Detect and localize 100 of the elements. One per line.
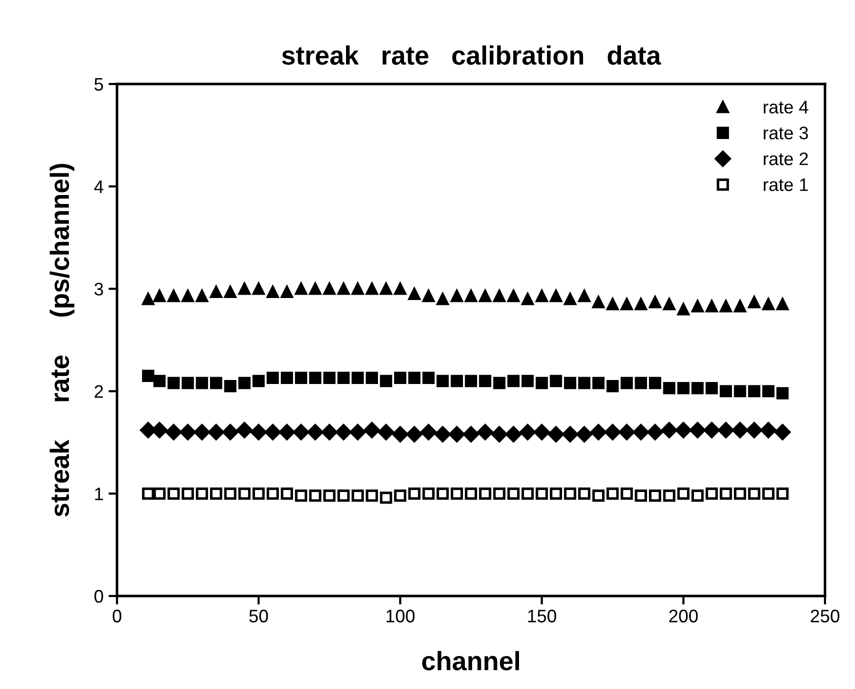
point — [278, 424, 296, 440]
y-tick-label: 4 — [94, 180, 104, 193]
point — [294, 490, 308, 502]
x-tick-label: 250 — [810, 610, 840, 622]
point — [748, 385, 760, 398]
point — [210, 286, 222, 298]
point — [762, 487, 774, 500]
y-tick-label: 1 — [95, 488, 103, 500]
point — [142, 487, 154, 500]
point — [507, 290, 520, 302]
point — [479, 290, 492, 302]
point — [194, 424, 210, 440]
point — [677, 382, 690, 394]
point — [394, 490, 406, 502]
point — [606, 380, 619, 392]
point — [648, 490, 662, 502]
point — [491, 426, 508, 442]
point — [321, 424, 338, 440]
point — [323, 490, 336, 502]
point — [634, 376, 648, 390]
point — [706, 487, 718, 500]
y-tick-label: 5 — [94, 78, 104, 91]
point — [266, 286, 279, 298]
point — [564, 292, 576, 306]
point — [208, 424, 224, 440]
point — [294, 282, 308, 295]
point — [464, 487, 478, 500]
point — [335, 424, 352, 440]
point — [762, 298, 774, 310]
point — [180, 424, 196, 440]
point — [222, 424, 238, 440]
point — [464, 290, 478, 302]
legend-label: rate 4 — [764, 100, 808, 114]
point — [507, 374, 520, 388]
point — [266, 487, 279, 500]
point — [493, 376, 506, 390]
point — [366, 490, 378, 502]
point — [634, 298, 648, 310]
point — [578, 487, 590, 500]
point — [168, 376, 180, 390]
point — [264, 424, 281, 440]
point — [352, 372, 364, 384]
point — [280, 286, 294, 298]
point — [182, 376, 194, 390]
point — [280, 372, 294, 384]
point — [436, 292, 449, 306]
point — [677, 303, 690, 316]
point — [661, 422, 678, 438]
point — [307, 424, 324, 440]
point — [720, 385, 732, 398]
point — [604, 424, 621, 440]
y-axis-title: streak rate (ps/channel) — [50, 164, 74, 517]
point — [663, 382, 676, 394]
point — [663, 490, 676, 502]
point — [142, 292, 154, 306]
point — [592, 296, 605, 308]
point — [252, 374, 265, 388]
point — [620, 298, 633, 310]
point — [564, 376, 576, 390]
legend-label: rate 1 — [764, 178, 808, 192]
point — [408, 288, 420, 300]
point — [462, 426, 480, 442]
point — [422, 290, 435, 302]
point — [182, 487, 194, 500]
y-tick-label: 3 — [94, 282, 104, 296]
point — [620, 487, 633, 500]
point — [142, 370, 154, 382]
chart-title: streak rate calibration data — [282, 45, 662, 65]
point — [548, 426, 564, 442]
point — [309, 282, 322, 295]
point — [266, 372, 279, 384]
point — [196, 487, 208, 500]
point — [196, 376, 208, 390]
point — [776, 298, 789, 310]
point — [550, 374, 562, 388]
point — [210, 487, 222, 500]
point — [720, 300, 732, 312]
point — [380, 374, 392, 388]
point — [196, 290, 208, 302]
point — [394, 372, 406, 384]
point — [606, 298, 619, 310]
point — [691, 490, 704, 502]
point — [774, 424, 791, 440]
point — [493, 290, 506, 302]
point — [776, 387, 789, 400]
point — [182, 290, 194, 302]
point — [280, 487, 294, 500]
point — [706, 300, 718, 312]
point — [350, 424, 366, 440]
point — [250, 424, 267, 440]
point — [252, 487, 265, 500]
point — [448, 426, 465, 442]
point — [366, 282, 378, 295]
point — [450, 487, 463, 500]
point — [434, 426, 451, 442]
point — [689, 422, 706, 438]
point — [224, 487, 236, 500]
point — [704, 422, 720, 438]
point — [236, 422, 253, 438]
point — [590, 424, 607, 440]
